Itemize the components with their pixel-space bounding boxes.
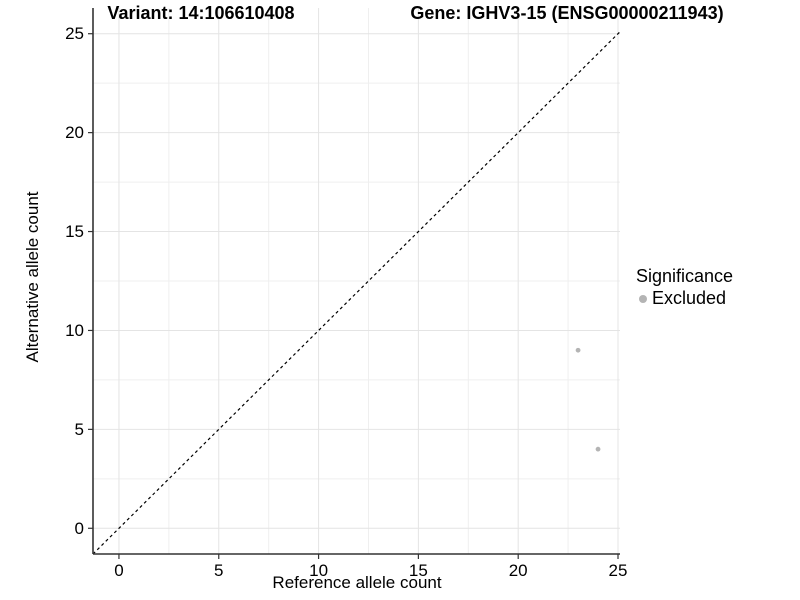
y-tick-label: 0 <box>75 519 84 538</box>
legend-point-icon <box>639 294 647 303</box>
gene-title: Gene: IGHV3-15 (ENSG00000211943) <box>410 3 724 23</box>
x-tick-label: 10 <box>309 561 328 580</box>
legend-entry-excluded: Excluded <box>636 288 733 309</box>
data-point <box>595 446 601 452</box>
x-tick-label: 0 <box>114 561 123 580</box>
x-tick-label: 15 <box>409 561 428 580</box>
y-tick-label: 15 <box>65 222 84 241</box>
legend: Significance Excluded <box>636 266 733 309</box>
x-tick-label: 5 <box>214 561 223 580</box>
x-tick-label: 20 <box>509 561 528 580</box>
identity-line <box>92 31 621 555</box>
y-tick-label: 10 <box>65 321 84 340</box>
y-tick-label: 20 <box>65 123 84 142</box>
data-point <box>575 347 581 353</box>
y-tick-label: 5 <box>75 420 84 439</box>
legend-entry-label: Excluded <box>652 288 727 308</box>
legend-title: Significance <box>636 266 734 286</box>
y-tick-label: 25 <box>65 24 84 43</box>
y-axis-title: Alternative allele count <box>23 191 42 363</box>
x-tick-label: 25 <box>609 561 628 580</box>
variant-title: Variant: 14:106610408 <box>107 3 295 23</box>
x-axis-title: Reference allele count <box>272 573 442 592</box>
